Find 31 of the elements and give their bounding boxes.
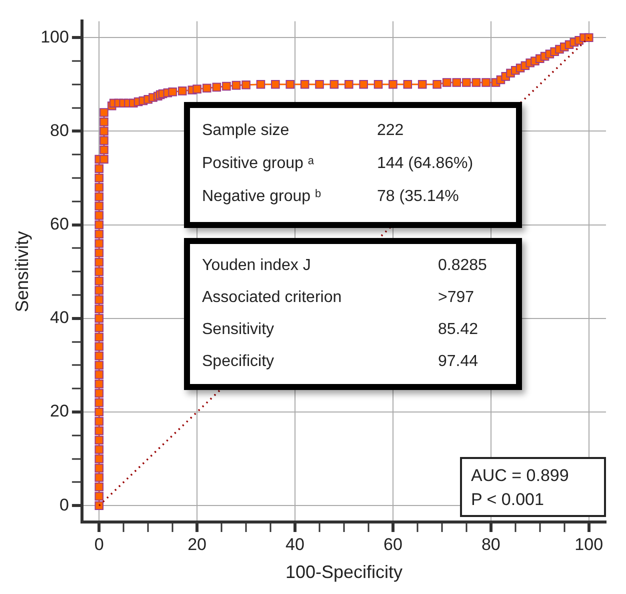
annotation: 78 (35.14% bbox=[377, 188, 459, 206]
x-axis-title: 100-Specificity bbox=[285, 562, 403, 582]
y-tick-label: 80 bbox=[50, 120, 69, 140]
annotation: Positive group ᵃ bbox=[202, 155, 314, 173]
x-tick-label: 20 bbox=[188, 534, 207, 554]
annotation: >797 bbox=[438, 289, 474, 307]
x-tick-label: 40 bbox=[286, 534, 304, 554]
y-tick-label: 20 bbox=[50, 402, 69, 421]
annotation: Sample size bbox=[202, 122, 290, 140]
y-tick-label: 40 bbox=[50, 308, 69, 328]
y-tick-label: 60 bbox=[50, 214, 69, 234]
y-tick-label: 100 bbox=[40, 27, 69, 46]
annotation: 97.44 bbox=[438, 353, 478, 371]
annotation: 0.8285 bbox=[438, 257, 487, 275]
annotation: 222 bbox=[377, 122, 404, 140]
annotation: Negative group ᵇ bbox=[202, 188, 321, 206]
annotation: AUC = 0.899 bbox=[471, 465, 570, 487]
x-tick-label: 60 bbox=[383, 534, 402, 554]
annotation: Associated criterion bbox=[202, 289, 342, 307]
annotation: Youden index J bbox=[202, 257, 311, 275]
annotation: Specificity bbox=[202, 353, 274, 371]
annotation: P < 0.001 bbox=[471, 489, 545, 511]
x-tick-label: 80 bbox=[481, 534, 500, 554]
annotation: Sensitivity bbox=[202, 321, 274, 339]
annotation: 144 (64.86%) bbox=[377, 155, 474, 173]
auc-info-box: AUC = 0.899 P < 0.001 bbox=[460, 457, 606, 517]
y-tick-label: 0 bbox=[59, 495, 69, 514]
y-axis-title: Sensitivity bbox=[12, 231, 32, 312]
x-tick-label: 0 bbox=[94, 534, 104, 554]
x-tick-label: 100 bbox=[574, 534, 604, 554]
annotation: 85.42 bbox=[438, 321, 478, 339]
